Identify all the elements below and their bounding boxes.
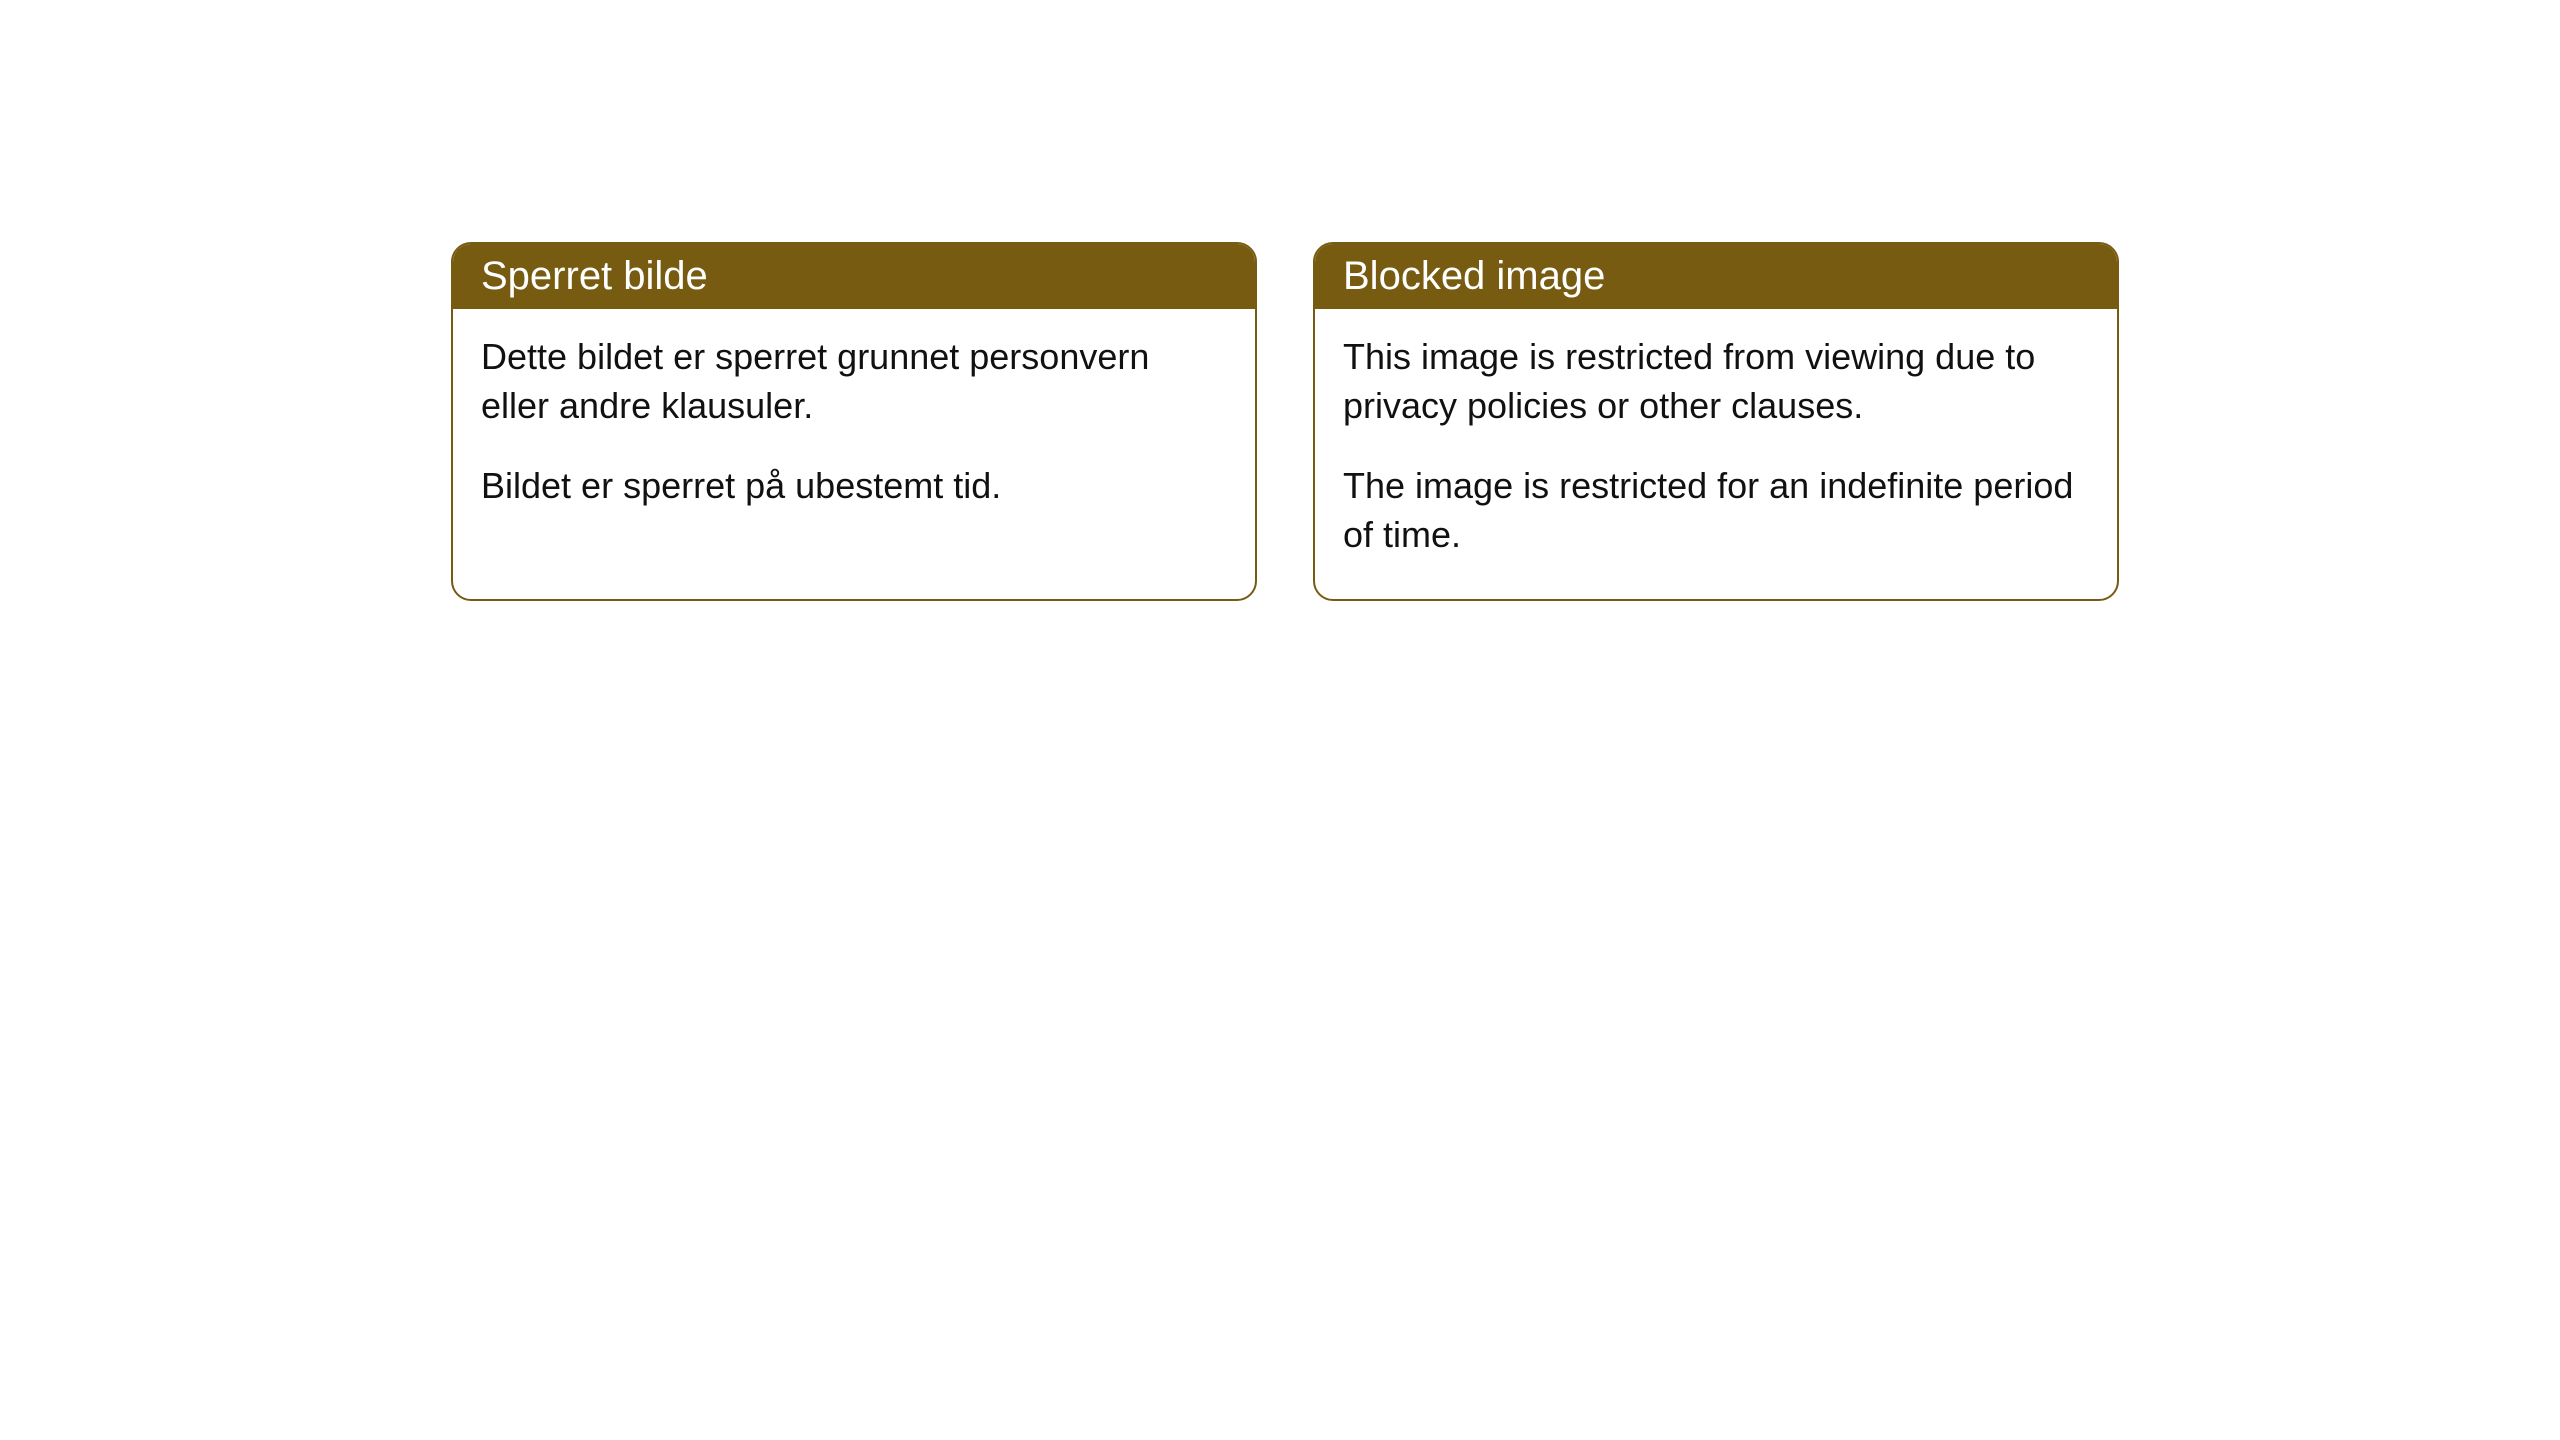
card-paragraph: Bildet er sperret på ubestemt tid. <box>481 462 1227 511</box>
blocked-image-card-en: Blocked image This image is restricted f… <box>1313 242 2119 601</box>
card-title: Sperret bilde <box>481 254 708 298</box>
card-body: Dette bildet er sperret grunnet personve… <box>453 309 1255 551</box>
card-title: Blocked image <box>1343 254 1605 298</box>
card-paragraph: This image is restricted from viewing du… <box>1343 333 2089 430</box>
card-header: Sperret bilde <box>453 244 1255 309</box>
card-paragraph: Dette bildet er sperret grunnet personve… <box>481 333 1227 430</box>
blocked-image-card-no: Sperret bilde Dette bildet er sperret gr… <box>451 242 1257 601</box>
cards-container: Sperret bilde Dette bildet er sperret gr… <box>451 242 2119 601</box>
card-header: Blocked image <box>1315 244 2117 309</box>
card-body: This image is restricted from viewing du… <box>1315 309 2117 599</box>
card-paragraph: The image is restricted for an indefinit… <box>1343 462 2089 559</box>
